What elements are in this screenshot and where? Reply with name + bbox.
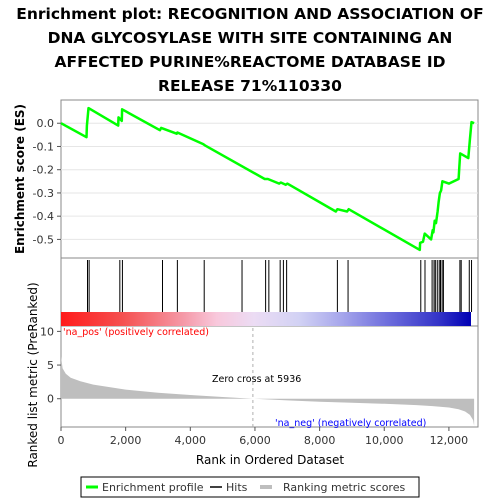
legend-hits-label: Hits [226, 481, 248, 494]
es-axis-label: Enrichment score (ES) [13, 104, 27, 254]
x-tick-label: 8,000 [304, 434, 336, 447]
x-tick-label: 12,000 [430, 434, 469, 447]
x-tick-label: 0 [58, 434, 65, 447]
title-line-2: DNA GLYCOSYLASE WITH SITE CONTAINING AN [47, 29, 453, 47]
metric-panel-frame [60, 325, 479, 428]
x-tick-label: 10,000 [365, 434, 404, 447]
x-tick-label: 6,000 [239, 434, 271, 447]
es-ytick-label: -0.3 [33, 187, 54, 200]
x-tick-label: 4,000 [175, 434, 207, 447]
es-ytick-label: -0.1 [33, 140, 54, 153]
title-line-4: RELEASE 71%110330 [158, 77, 342, 95]
es-ytick-label: -0.5 [33, 233, 54, 246]
es-ytick-label: 0.0 [37, 117, 55, 130]
metric-axis-label: Ranked list metric (PreRanked) [26, 282, 40, 467]
chart-title: Enrichment plot: RECOGNITION AND ASSOCIA… [0, 2, 500, 98]
es-ytick-label: -0.4 [33, 210, 54, 223]
title-line-1: Enrichment plot: RECOGNITION AND ASSOCIA… [16, 5, 484, 23]
legend-box [80, 476, 420, 498]
zero-cross-label: Zero cross at 5936 [212, 374, 301, 385]
legend-profile-label: Enrichment profile [102, 481, 204, 494]
metric-ytick-label: 0 [47, 393, 54, 406]
neg-correlated-label: 'na_neg' (negatively correlated) [275, 418, 426, 429]
enrichment-profile-line [60, 106, 475, 252]
rank-color-bar [61, 312, 471, 326]
es-ytick-label: -0.2 [33, 164, 54, 177]
metric-ytick-label: 5 [47, 359, 54, 372]
pos-correlated-label: 'na_pos' (positively correlated) [63, 327, 209, 338]
x-tick-label: 2,000 [110, 434, 142, 447]
x-axis-label: Rank in Ordered Dataset [196, 453, 344, 467]
legend-ranking-label: Ranking metric scores [283, 481, 405, 494]
metric-ytick-label: 10 [40, 325, 54, 338]
title-line-3: AFFECTED PURINE%REACTOME DATABASE ID [54, 53, 446, 71]
